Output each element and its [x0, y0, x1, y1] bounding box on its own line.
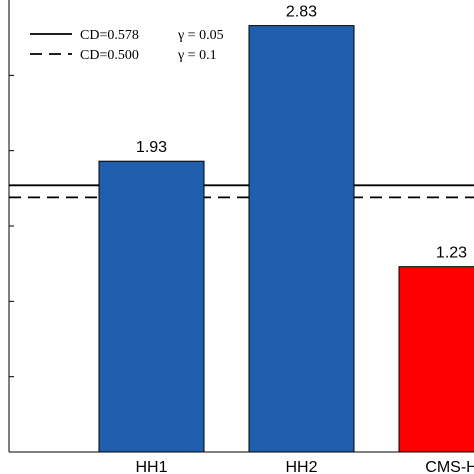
- legend-box: [20, 18, 242, 68]
- legend-gamma-1: γ = 0.05: [177, 28, 224, 43]
- legend: CD=0.578 γ = 0.05 CD=0.500 γ = 0.1: [20, 18, 242, 68]
- value-label-cms-h: 1.23: [436, 245, 467, 262]
- bars: [98, 25, 474, 453]
- x-tick-label-hh1: HH1: [135, 459, 167, 474]
- legend-label-1: CD=0.578: [80, 28, 139, 43]
- bar-hh1: [98, 160, 205, 453]
- value-label-hh1: 1.93: [136, 139, 167, 156]
- value-labels: 1.93 2.83 1.23: [136, 4, 467, 262]
- x-tick-label-cms-h: CMS-H: [425, 459, 474, 474]
- legend-gamma-2: γ = 0.1: [177, 48, 217, 63]
- value-label-hh2: 2.83: [286, 4, 317, 21]
- x-tick-label-hh2: HH2: [285, 459, 317, 474]
- bar-hh2: [248, 25, 355, 453]
- plot-area: [8, 0, 474, 453]
- legend-label-2: CD=0.500: [80, 48, 139, 63]
- reference-lines: [9, 184, 474, 199]
- bar-cms-h: [398, 266, 474, 453]
- x-tick-labels: HH1 HH2 CMS-H: [135, 459, 474, 474]
